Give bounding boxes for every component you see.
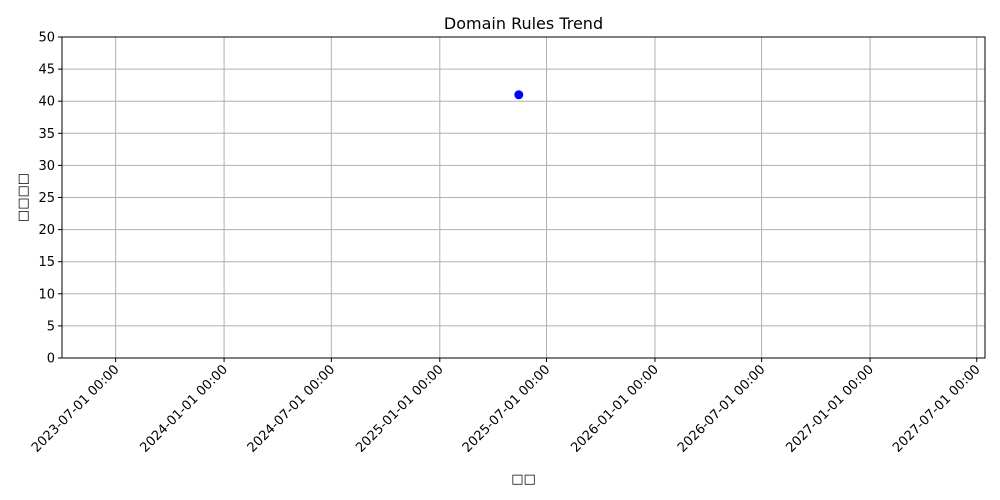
points-layer bbox=[514, 90, 524, 100]
x-tick-label: 2026-01-01 00:00 bbox=[568, 362, 661, 455]
x-tick-label: 2023-07-01 00:00 bbox=[29, 362, 122, 455]
y-tick-label: 40 bbox=[38, 95, 55, 110]
x-tick-label: 2027-01-01 00:00 bbox=[783, 362, 876, 455]
y-tick-label: 25 bbox=[38, 191, 55, 206]
y-axis-label: □□□□ bbox=[16, 173, 31, 222]
x-tick-label: 2024-01-01 00:00 bbox=[137, 362, 230, 455]
grid-layer bbox=[62, 36, 985, 359]
y-tick-label: 10 bbox=[38, 287, 55, 302]
y-tick-label: 0 bbox=[47, 352, 55, 367]
x-tick-label: 2025-07-01 00:00 bbox=[460, 362, 553, 455]
x-tick-label: 2024-07-01 00:00 bbox=[245, 362, 338, 455]
x-tick-label: 2027-07-01 00:00 bbox=[890, 362, 983, 455]
x-tick-label: 2025-01-01 00:00 bbox=[353, 362, 446, 455]
y-tick-label: 30 bbox=[38, 159, 55, 174]
y-tick-label: 15 bbox=[38, 255, 55, 270]
x-tick-label: 2026-07-01 00:00 bbox=[675, 362, 768, 455]
y-tick-label: 45 bbox=[38, 63, 55, 78]
chart-title: Domain Rules Trend bbox=[444, 14, 603, 33]
x-axis-label: □□ bbox=[511, 472, 536, 487]
y-tick-label: 35 bbox=[38, 127, 55, 142]
y-tick-label: 50 bbox=[38, 31, 55, 46]
y-tick-label: 20 bbox=[38, 223, 55, 238]
data-point bbox=[514, 90, 524, 100]
y-tick-label: 5 bbox=[47, 319, 55, 334]
